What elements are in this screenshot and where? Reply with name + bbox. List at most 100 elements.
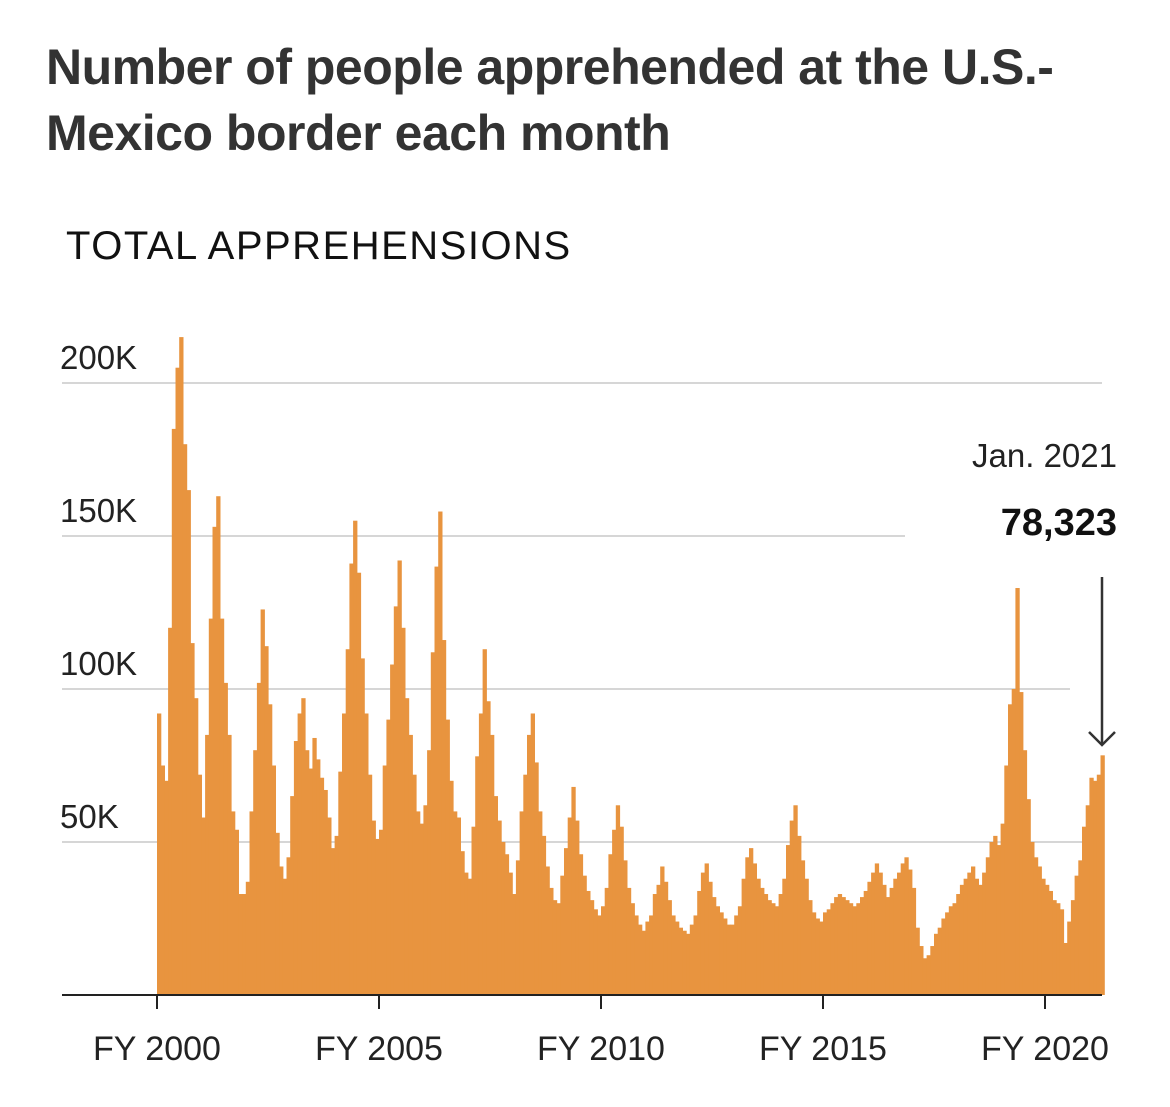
bar xyxy=(626,887,632,995)
bar xyxy=(497,820,502,995)
bar xyxy=(726,924,732,995)
bar xyxy=(179,337,184,996)
bar xyxy=(567,817,572,995)
bar xyxy=(286,857,291,995)
bar xyxy=(586,890,591,995)
bar xyxy=(915,927,920,995)
bar xyxy=(467,878,473,995)
bar xyxy=(1015,588,1020,995)
bar xyxy=(1033,857,1039,995)
bar xyxy=(845,900,850,995)
bar xyxy=(216,496,221,995)
bar xyxy=(260,609,265,995)
bar xyxy=(700,872,706,995)
bar xyxy=(900,863,905,995)
bar xyxy=(560,875,565,995)
bar xyxy=(345,649,350,995)
bar xyxy=(789,820,794,995)
bar xyxy=(1067,921,1072,995)
bar xyxy=(338,771,343,995)
bar xyxy=(416,811,421,995)
bar xyxy=(860,897,865,995)
bar xyxy=(723,918,728,995)
bar xyxy=(375,838,380,995)
bar xyxy=(752,863,757,995)
bar xyxy=(815,918,820,995)
bar xyxy=(1070,900,1076,995)
bar xyxy=(767,900,772,995)
bar xyxy=(1004,765,1009,995)
bar xyxy=(874,863,880,995)
y-tick-label: 200K xyxy=(60,339,137,376)
bar xyxy=(919,946,924,995)
bar xyxy=(427,750,432,995)
annotation-value: 78,323 xyxy=(1001,502,1117,544)
bar xyxy=(856,903,861,995)
bar xyxy=(308,768,313,995)
bar xyxy=(231,811,236,995)
y-tick-label: 50K xyxy=(60,798,119,835)
bar xyxy=(538,811,543,995)
bar xyxy=(671,915,676,995)
bar xyxy=(1048,890,1053,995)
y-tick-label: 100K xyxy=(60,645,137,682)
bar xyxy=(1008,704,1013,995)
bar xyxy=(756,878,761,995)
bar xyxy=(327,817,332,995)
bar xyxy=(323,789,328,995)
bar xyxy=(786,845,791,995)
bar xyxy=(804,878,809,995)
bar xyxy=(678,927,683,995)
bar xyxy=(1089,777,1094,995)
bar xyxy=(1085,805,1090,995)
bar xyxy=(534,762,539,995)
bar xyxy=(223,682,228,995)
bar xyxy=(649,915,654,995)
bar xyxy=(460,851,465,995)
chart-title: Number of people apprehended at the U.S.… xyxy=(46,39,1054,161)
bar xyxy=(941,918,946,995)
x-tick-label: FY 2015 xyxy=(759,1030,887,1068)
bar xyxy=(545,866,550,995)
bar xyxy=(482,649,487,995)
bar xyxy=(305,750,310,995)
bar xyxy=(675,921,680,995)
bar xyxy=(745,857,750,995)
bar xyxy=(656,884,661,995)
bar xyxy=(834,897,839,995)
bar xyxy=(693,915,698,995)
bar xyxy=(945,912,950,995)
bar xyxy=(737,906,743,995)
bar xyxy=(952,903,957,995)
x-axis-ticks: FY 2000 FY 2005 FY 2010 FY 2015 FY 2020 xyxy=(93,995,1109,1068)
bar xyxy=(852,906,857,995)
bar xyxy=(412,774,417,995)
bar xyxy=(1045,884,1050,995)
bar xyxy=(841,897,846,995)
bar xyxy=(749,848,754,995)
bar xyxy=(1100,755,1105,995)
bar xyxy=(408,734,413,995)
bar xyxy=(826,909,831,995)
bar xyxy=(763,894,769,995)
bar xyxy=(1074,875,1079,995)
bar xyxy=(208,618,214,995)
bar xyxy=(663,881,669,995)
bar xyxy=(619,826,624,995)
bar xyxy=(830,903,835,995)
bar xyxy=(1022,750,1028,995)
bar xyxy=(797,835,802,995)
bar xyxy=(889,887,894,995)
bar xyxy=(419,823,424,995)
bar xyxy=(441,640,447,995)
bar xyxy=(319,777,325,995)
bar xyxy=(364,713,369,995)
bar xyxy=(604,887,609,995)
bar xyxy=(782,878,787,995)
bar xyxy=(349,563,354,995)
bar xyxy=(1019,692,1024,995)
bar xyxy=(645,921,650,995)
bar xyxy=(778,894,783,995)
annotation-arrow-head xyxy=(1088,731,1116,747)
